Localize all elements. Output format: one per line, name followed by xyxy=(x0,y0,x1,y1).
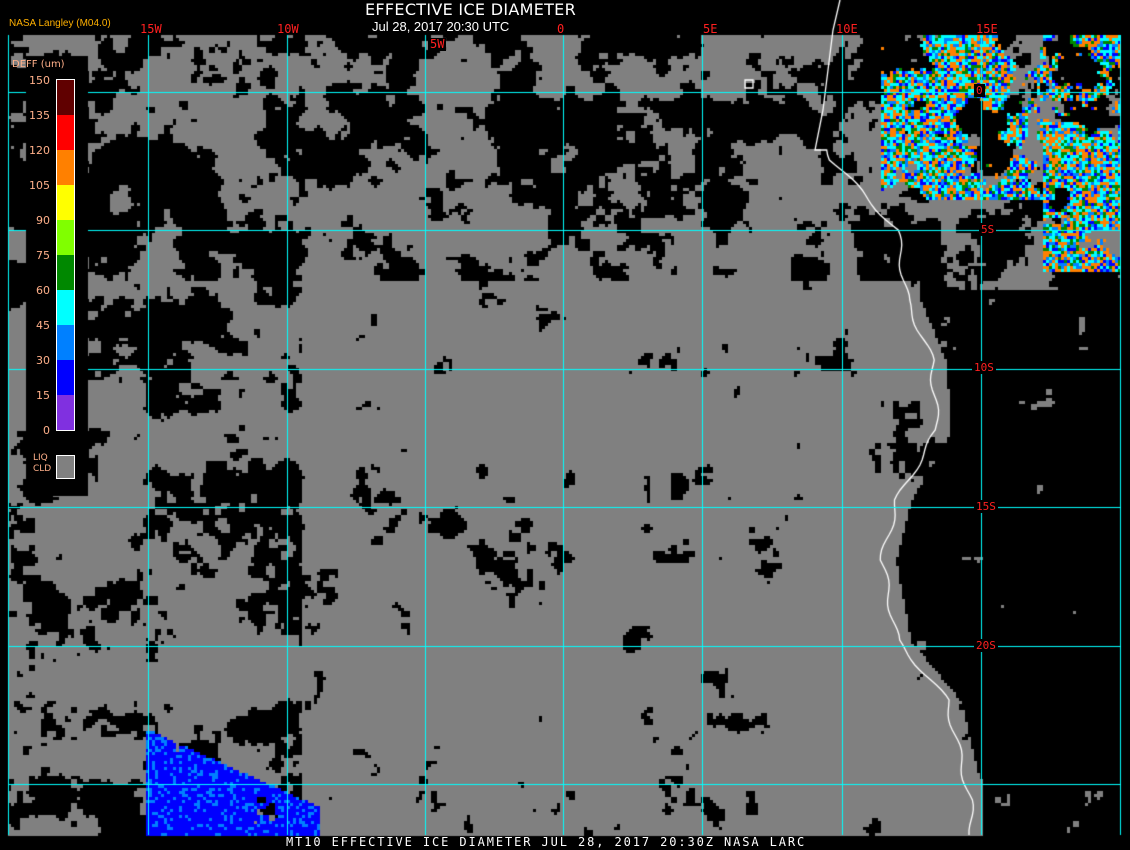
lon-label-15w: 15W xyxy=(140,22,162,36)
colorbar-tick: 75 xyxy=(36,249,50,262)
colorbar-tick: 150 xyxy=(29,74,50,87)
colorbar-tick: 90 xyxy=(36,214,50,227)
liquid-cloud-swatch xyxy=(56,455,75,479)
colorbar-segment xyxy=(57,80,74,115)
colorbar-tick: 105 xyxy=(29,179,50,192)
colorbar-segment xyxy=(57,325,74,360)
colorbar-segment xyxy=(57,360,74,395)
colorbar xyxy=(56,79,75,431)
lat-label-0: 0 xyxy=(974,84,985,97)
colorbar-tick: 30 xyxy=(36,354,50,367)
legend-title: DEFF (um) xyxy=(12,59,65,70)
liquid-cloud-label: LIQ CLD xyxy=(33,453,51,475)
colorbar-tick: 135 xyxy=(29,109,50,122)
lon-label-10e: 10E xyxy=(836,22,858,36)
lat-label-20s: 20S xyxy=(974,639,998,652)
colorbar-segment xyxy=(57,290,74,325)
colorbar-tick: 120 xyxy=(29,144,50,157)
brand-label: NASA Langley (M04.0) xyxy=(9,18,111,29)
lon-label-10w: 10W xyxy=(277,22,299,36)
colorbar-segment xyxy=(57,185,74,220)
colorbar-segment xyxy=(57,115,74,150)
lat-label-10s: 10S xyxy=(972,361,996,374)
colorbar-tick: 60 xyxy=(36,284,50,297)
lon-label-15e: 15E xyxy=(976,22,998,36)
lon-label-5w: 5W xyxy=(428,37,447,51)
liquid-label-1: LIQ xyxy=(33,453,48,463)
colorbar-tick: 15 xyxy=(36,389,50,402)
colorbar-segment xyxy=(57,255,74,290)
lon-label-5e: 5E xyxy=(703,22,718,36)
lat-label-15s: 15S xyxy=(974,500,998,513)
liquid-label-2: CLD xyxy=(33,464,52,474)
colorbar-tick: 0 xyxy=(43,424,50,437)
map-date: Jul 28, 2017 20:30 UTC xyxy=(372,19,510,34)
map-title: EFFECTIVE ICE DIAMETER xyxy=(365,0,577,19)
colorbar-tick: 45 xyxy=(36,319,50,332)
colorbar-segment xyxy=(57,150,74,185)
lon-label-0: 0 xyxy=(557,22,565,36)
colorbar-segment xyxy=(57,395,74,430)
lat-label-5s: 5S xyxy=(979,223,997,236)
footer-caption: MT10 EFFECTIVE ICE DIAMETER JUL 28, 2017… xyxy=(286,835,807,849)
colorbar-segment xyxy=(57,220,74,255)
